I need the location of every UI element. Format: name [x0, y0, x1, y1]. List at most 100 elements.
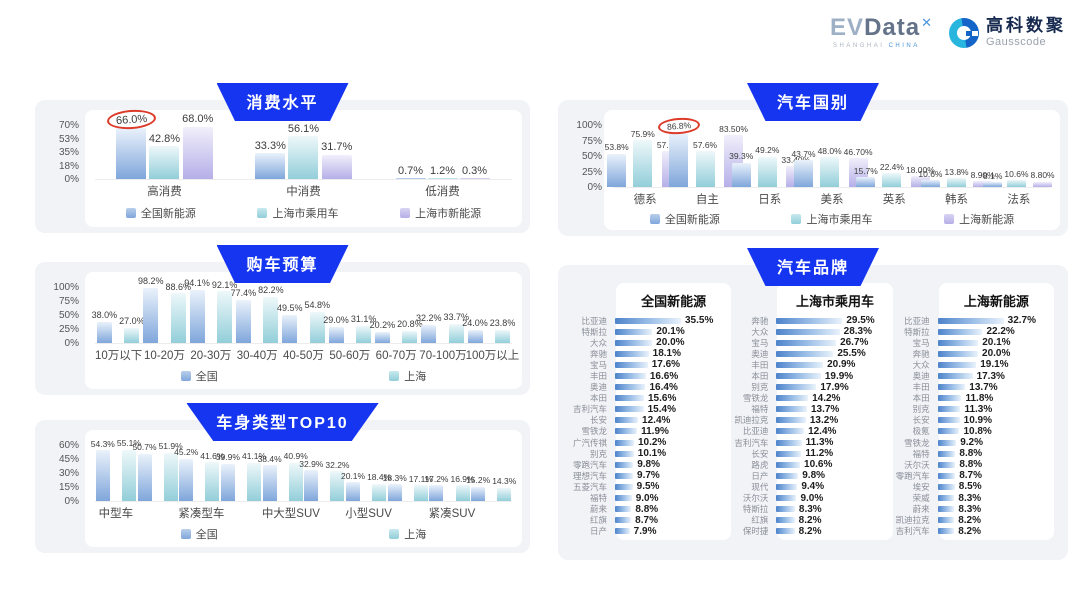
legend-item[interactable]: 上海新能源: [944, 211, 1014, 227]
brand-value: 10.2%: [637, 437, 667, 449]
legend-item[interactable]: 上海: [389, 368, 426, 384]
legend-marker-icon: [180, 371, 191, 381]
budget-plot-area: 38.0% 27.0% 98.2% 88.6% 94.1% 92.1% 77.4% 82.2%…: [85, 272, 522, 389]
brand-row: 红旗 8.2%: [731, 515, 892, 526]
brand-value: 7.9%: [633, 525, 657, 537]
brand-value: 8.2%: [958, 514, 981, 526]
legend-item[interactable]: 全国: [180, 526, 218, 542]
bar-wrap: 43.7%: [791, 148, 816, 187]
bar-group: 94.1% 92.1%: [184, 279, 237, 343]
bar-value-label: 41.1%: [241, 451, 267, 462]
brand-name-label: 大众: [751, 326, 769, 337]
chart-title-banner: 汽车国别: [746, 83, 880, 121]
bar-value-label: 17.1%: [408, 473, 433, 484]
category-label: 70-100万: [419, 350, 467, 362]
consumption-y-axis: 70% 53% 35% 18% 0%: [39, 121, 79, 185]
brand-bar: [937, 406, 961, 413]
bar-value-label: 68.0%: [182, 113, 214, 126]
brand-name-label: 丰田: [751, 359, 769, 370]
y-tick-label: 60%: [58, 440, 79, 451]
brand-row: 宝马 26.7%: [731, 337, 892, 348]
brand-row: 特斯拉 20.1%: [570, 326, 731, 337]
bar: [282, 315, 298, 343]
brand-value: 9.5%: [636, 481, 660, 493]
brand-list-title: 上海新能源: [963, 294, 1029, 309]
bar: [669, 133, 689, 187]
brand-row: 奔驰 29.5%: [731, 315, 892, 326]
bar: [455, 485, 470, 501]
bar: [757, 156, 777, 187]
brand-row: 蔚来 8.3%: [893, 504, 1054, 515]
brand-value: 8.3%: [958, 492, 982, 504]
brand-bar: [776, 384, 817, 391]
bar-value-label: 77.4%: [230, 287, 257, 298]
bar-wrap: 10.6%: [918, 169, 943, 187]
bar-value-label: 41.6%: [200, 450, 225, 461]
y-tick-label: 50%: [581, 151, 602, 162]
bar-wrap: 1.2%: [427, 165, 458, 179]
bar: [973, 181, 993, 187]
bar-wrap: 41.1%: [241, 451, 267, 501]
bar-value-label: 0.3%: [461, 164, 488, 177]
y-tick-label: 100%: [576, 120, 602, 131]
brand-value: 19.1%: [980, 359, 1009, 371]
bar: [947, 178, 967, 187]
category-label: [137, 502, 179, 521]
brand-value: 12.4%: [808, 425, 837, 437]
bar-wrap: 54.8%: [304, 301, 330, 343]
legend-item[interactable]: 上海: [389, 526, 426, 542]
brand-value: 9.7%: [637, 470, 660, 482]
bar: [794, 159, 813, 187]
brand-name-label: 比亚迪: [742, 426, 769, 437]
bar-group: 49.5% 54.8%: [277, 301, 330, 343]
brand-value: 35.5%: [685, 315, 714, 327]
brand-row: 大众 19.1%: [893, 359, 1054, 370]
bar-value-label: 8.90%: [970, 170, 995, 181]
legend-item[interactable]: 全国新能源: [649, 211, 720, 227]
bar-value-label: 43.7%: [791, 148, 816, 159]
brand-bar: [776, 528, 795, 535]
category-label: 英系: [882, 194, 906, 206]
category-label: [304, 502, 346, 521]
bar-group: 38.4% 40.9%: [258, 452, 308, 501]
legend-item[interactable]: 全国新能源: [125, 205, 196, 221]
brand-name-label: 别克: [589, 448, 607, 459]
bar-wrap: 32.2%: [416, 313, 441, 343]
brand-name-label: 别克: [912, 404, 930, 415]
bar-value-label: 88.6%: [165, 281, 192, 292]
bar: [309, 312, 325, 343]
brand-value: 8.3%: [958, 503, 982, 515]
legend-item[interactable]: 上海市新能源: [400, 205, 481, 221]
brand-name-label: 比亚迪: [904, 315, 930, 326]
brand-value: 10.6%: [804, 459, 833, 471]
bar: [235, 299, 251, 343]
brand-value: 8.2%: [798, 514, 822, 526]
legend-item[interactable]: 上海市乘用车: [257, 205, 338, 221]
brand-value: 10.8%: [963, 425, 992, 437]
legend-item[interactable]: 上海市乘用车: [791, 211, 872, 227]
brand-bar: [776, 373, 821, 380]
brand-bar: [937, 517, 955, 524]
y-tick-label: 0%: [64, 338, 79, 349]
bar-wrap: 33.7%: [443, 312, 469, 343]
brand-value: 20.1%: [982, 337, 1011, 349]
brand-row: 沃尔沃 8.8%: [893, 459, 1054, 470]
bar-wrap: 57.6%: [693, 140, 717, 187]
bar-value-label: 56.1%: [287, 122, 320, 135]
y-tick-label: 75%: [581, 135, 602, 147]
brand-row: 路虎 10.6%: [731, 459, 892, 470]
bar-value-label: 32.2%: [325, 459, 350, 470]
brand-row: 奥迪 25.5%: [731, 348, 892, 359]
bar-value-label: 45.2%: [174, 447, 199, 458]
legend-item[interactable]: 全国: [180, 368, 218, 384]
bar: [633, 139, 653, 187]
gausscode-g-icon: [949, 17, 979, 48]
bar-group: 50.7% 51.9%: [132, 441, 183, 501]
bar: [607, 153, 627, 187]
bar: [95, 450, 110, 501]
budget-y-axis: 100% 75% 50% 25% 0%: [39, 283, 79, 349]
brand-value: 13.7%: [969, 381, 998, 393]
category-label: [220, 502, 262, 521]
bar-group: 24.0% 23.8%: [462, 318, 515, 343]
bar: [205, 462, 220, 501]
